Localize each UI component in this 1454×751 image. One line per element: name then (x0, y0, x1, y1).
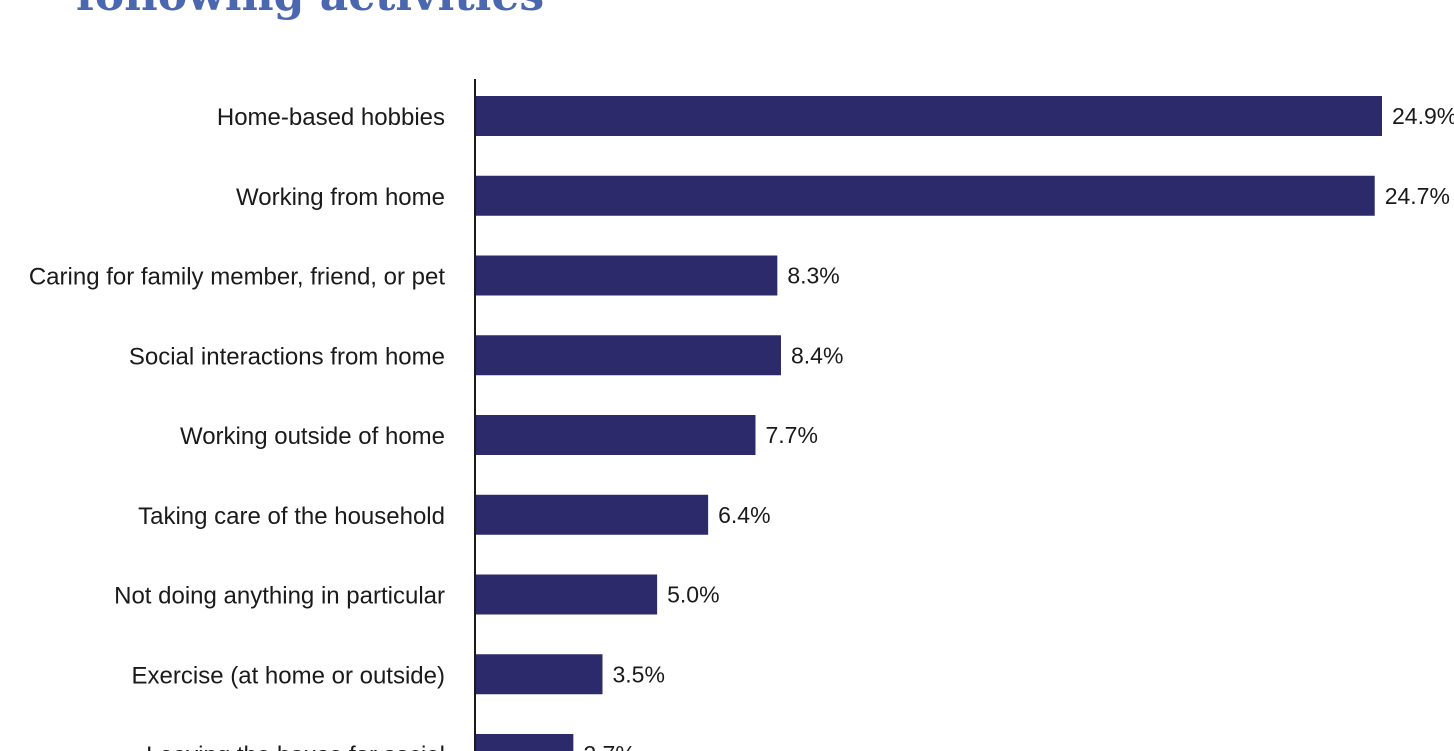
chart-title: following activities (76, 0, 544, 22)
category-label: Social interactions from home (129, 343, 445, 370)
bar (475, 255, 778, 296)
value-label: 6.4% (718, 502, 770, 528)
value-label: 8.4% (791, 342, 843, 368)
bar (475, 175, 1375, 216)
value-label: 2.7% (583, 741, 635, 751)
value-label: 7.7% (765, 422, 817, 448)
category-label: Not doing anything in particular (114, 583, 445, 610)
bar (475, 734, 574, 751)
value-label: 8.3% (787, 263, 839, 289)
category-label: Taking care of the household (138, 503, 445, 530)
category-label: Home-based hobbies (217, 104, 445, 131)
category-label: Caring for family member, friend, or pet (29, 264, 445, 291)
category-label: Working from home (236, 184, 445, 211)
bar (475, 574, 658, 615)
value-label: 5.0% (667, 582, 719, 608)
bar (475, 494, 709, 535)
bars-layer: Home-based hobbies 24.9% Working from home… (29, 96, 1454, 751)
value-label: 3.5% (612, 661, 664, 687)
category-label: Working outside of home (180, 423, 445, 450)
value-label: 24.9% (1392, 103, 1454, 129)
bar (475, 96, 1382, 136)
bar (475, 415, 756, 455)
bar (475, 335, 781, 376)
category-label: Exercise (at home or outside) (132, 662, 445, 689)
bar (475, 654, 603, 695)
value-label: 24.7% (1385, 183, 1450, 209)
category-label: Leaving the house for social (146, 742, 445, 751)
